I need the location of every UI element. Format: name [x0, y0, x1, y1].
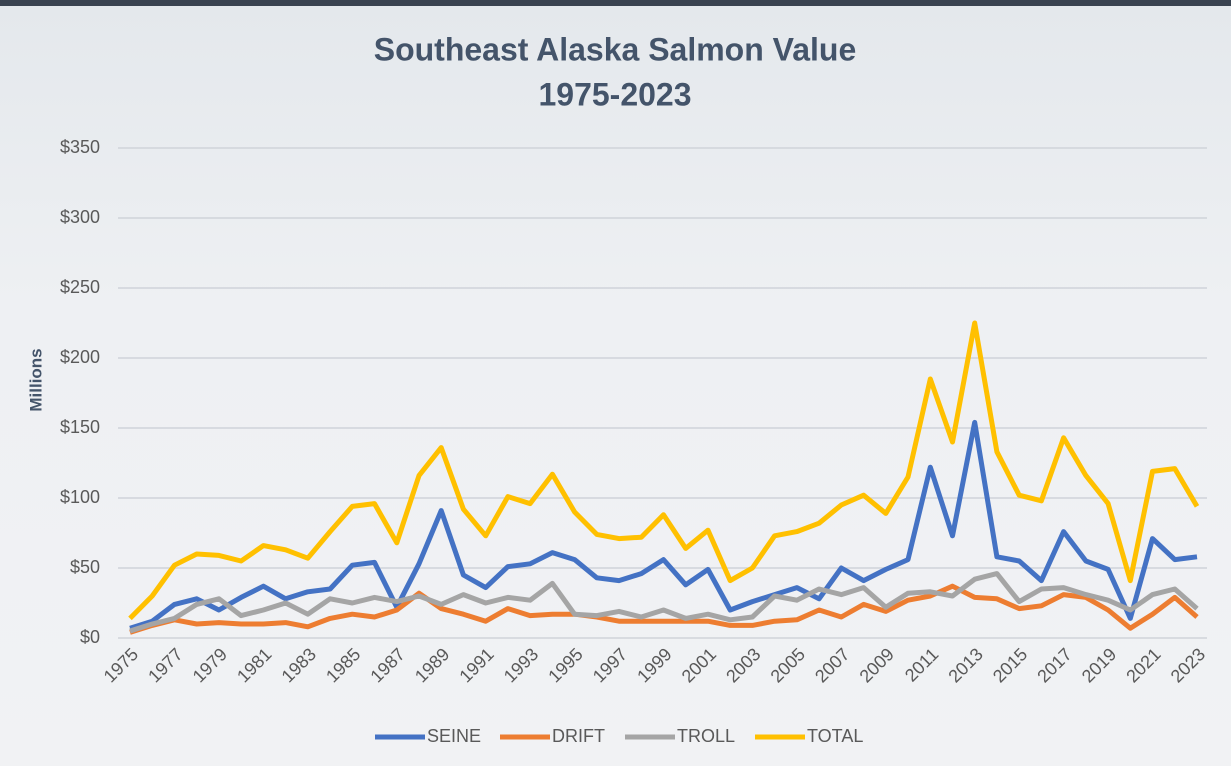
y-tick-label: $50	[70, 557, 100, 577]
y-axis-label: Millions	[26, 348, 45, 411]
series-line	[129, 419, 1198, 631]
legend-label: TOTAL	[807, 726, 863, 746]
series-line	[129, 571, 1199, 634]
legend-label: SEINE	[427, 726, 481, 746]
chart-subtitle: 1975-2023	[538, 76, 691, 112]
series-line	[128, 320, 1200, 621]
top-strip	[0, 0, 1231, 6]
y-tick-label: $300	[60, 207, 100, 227]
chart-title: Southeast Alaska Salmon Value	[374, 31, 857, 67]
y-tick-label: $350	[60, 137, 100, 157]
legend-label: TROLL	[677, 726, 735, 746]
series-line	[129, 583, 1199, 635]
y-tick-label: $150	[60, 417, 100, 437]
y-tick-label: $100	[60, 487, 100, 507]
y-tick-label: $200	[60, 347, 100, 367]
y-tick-label: $0	[80, 627, 100, 647]
legend-label: DRIFT	[552, 726, 605, 746]
y-tick-label: $250	[60, 277, 100, 297]
